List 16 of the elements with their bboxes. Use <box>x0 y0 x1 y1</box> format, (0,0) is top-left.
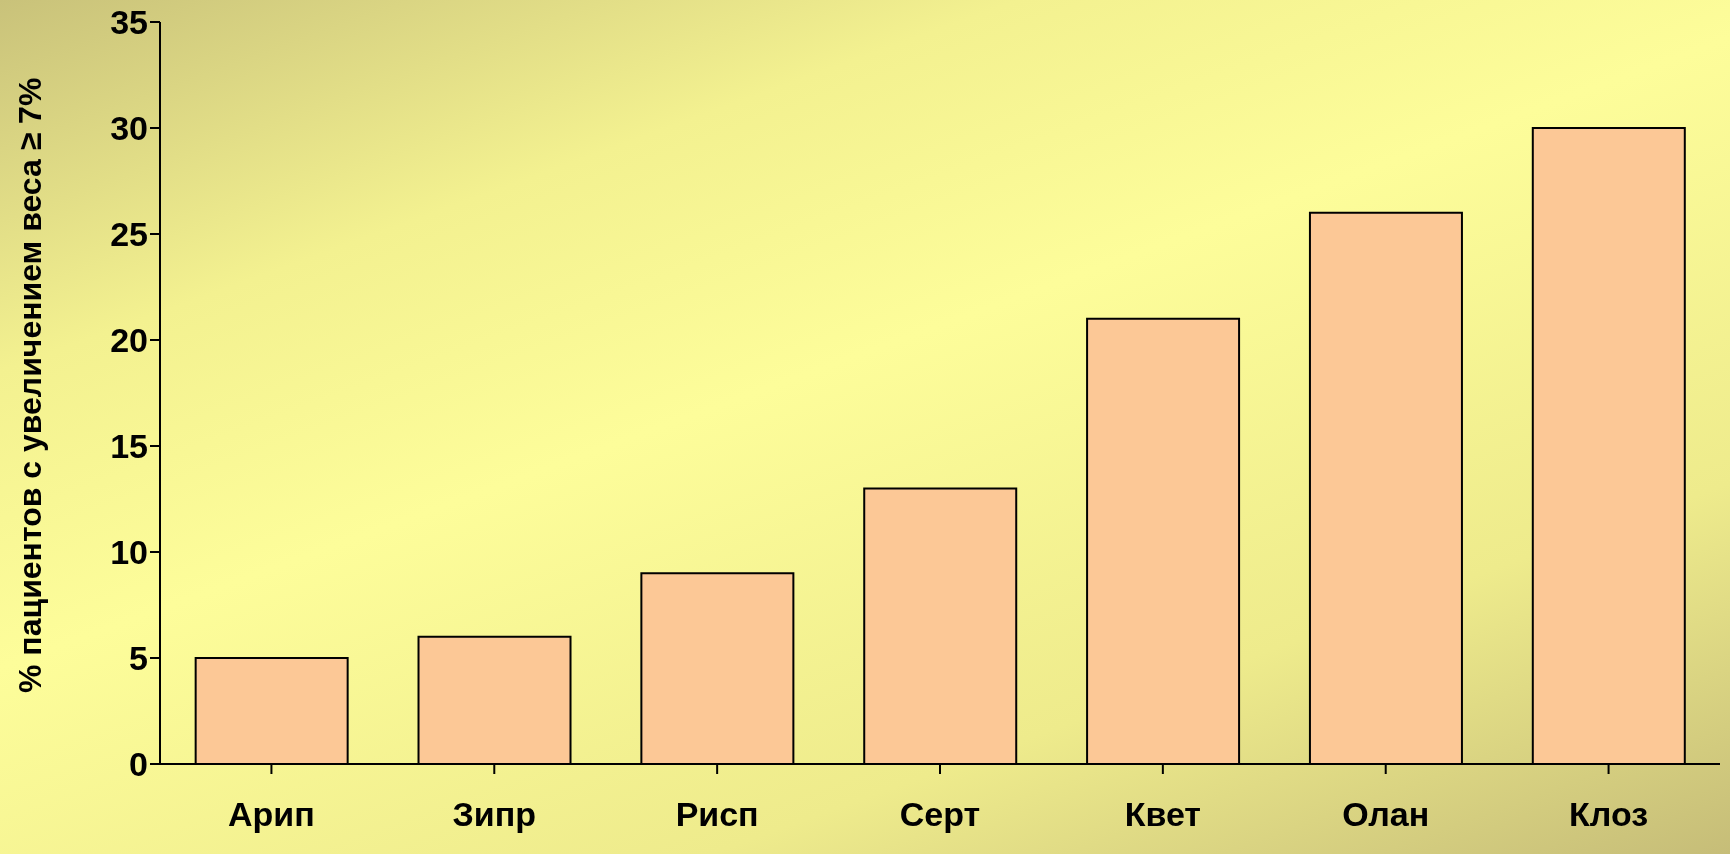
x-tick-label: Клоз <box>1569 795 1649 834</box>
x-tick-label: Олан <box>1342 795 1430 834</box>
y-tick-label: 0 <box>129 745 148 784</box>
y-tick-label: 10 <box>110 533 148 572</box>
y-axis-title: % пациентов с увеличением веса ≥ 7% <box>12 77 49 693</box>
y-tick-label: 35 <box>110 3 148 42</box>
y-tick-label: 5 <box>129 639 148 678</box>
x-tick-label: Зипр <box>452 795 537 834</box>
x-tick-label: Серт <box>899 795 981 834</box>
y-tick-label: 15 <box>110 427 148 466</box>
x-tick-label: Квет <box>1124 795 1202 834</box>
x-tick-label: Арип <box>228 795 315 834</box>
y-tick-label: 20 <box>110 321 148 360</box>
y-tick-label: 25 <box>110 215 148 254</box>
y-tick-label: 30 <box>110 109 148 148</box>
x-tick-label: Рисп <box>675 795 759 834</box>
